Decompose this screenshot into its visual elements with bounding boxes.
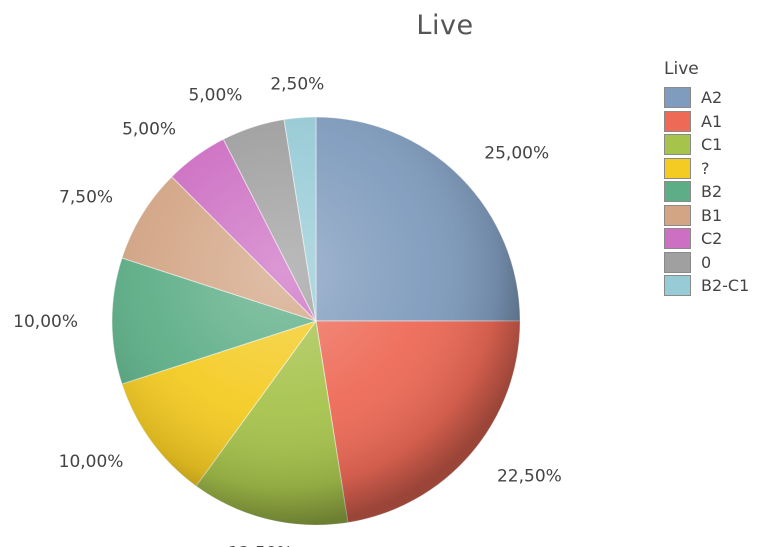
legend-item-0[interactable]: 0: [664, 251, 774, 275]
legend-label: B2-C1: [701, 276, 750, 296]
legend-item-?[interactable]: ?: [664, 157, 774, 181]
legend-swatch: [664, 181, 691, 203]
slice-label-C2: 5,00%: [122, 119, 176, 139]
slice-label-?: 10,00%: [59, 452, 124, 472]
legend-item-C2[interactable]: C2: [664, 227, 774, 251]
legend-label: C2: [701, 229, 723, 249]
legend-swatch: [664, 228, 691, 250]
slice-label-A2: 25,00%: [484, 144, 549, 164]
legend-swatch: [664, 134, 691, 156]
slice-label-A1: 22,50%: [497, 467, 562, 487]
slice-label-C1: 12,50%: [228, 543, 293, 547]
legend-label: B2: [701, 182, 723, 202]
pie-slices: [111, 116, 521, 526]
slice-label-B1: 7,50%: [59, 188, 113, 208]
legend-item-A2[interactable]: A2: [664, 86, 774, 110]
legend-label: 0: [701, 252, 712, 272]
legend-item-B2[interactable]: B2: [664, 180, 774, 204]
legend-item-A1[interactable]: A1: [664, 110, 774, 134]
legend-label: C1: [701, 135, 723, 155]
legend-label: A1: [701, 111, 723, 131]
legend-label: A2: [701, 88, 723, 108]
slice-labels: 25,00% 22,50% 12,50% 10,00% 10,00% 7,50% 5,00%…: [13, 75, 562, 547]
slice-label-B2-C1: 2,50%: [270, 75, 324, 95]
legend-label: B1: [701, 205, 723, 225]
legend-items: A2 A1 C1? B2 B1 C2 0 B2-C1: [664, 86, 774, 298]
legend-swatch: [664, 204, 691, 226]
legend-swatch: [664, 251, 691, 273]
pie-slice-A1[interactable]: [315, 320, 521, 524]
legend-swatch: [664, 157, 691, 179]
legend-item-C1[interactable]: C1: [664, 133, 774, 157]
chart-title: Live: [416, 10, 474, 41]
legend: Live A2 A1 C1? B2 B1 C2 0 B2-C1: [664, 58, 774, 298]
legend-item-B2-C1[interactable]: B2-C1: [664, 274, 774, 298]
legend-swatch: [664, 275, 691, 297]
legend-swatch: [664, 110, 691, 132]
legend-title: Live: [664, 59, 699, 79]
legend-swatch: [664, 87, 691, 109]
slice-label-B2: 10,00%: [13, 312, 78, 332]
legend-label: ?: [701, 158, 710, 178]
legend-item-B1[interactable]: B1: [664, 204, 774, 228]
slice-label-0: 5,00%: [188, 86, 242, 106]
